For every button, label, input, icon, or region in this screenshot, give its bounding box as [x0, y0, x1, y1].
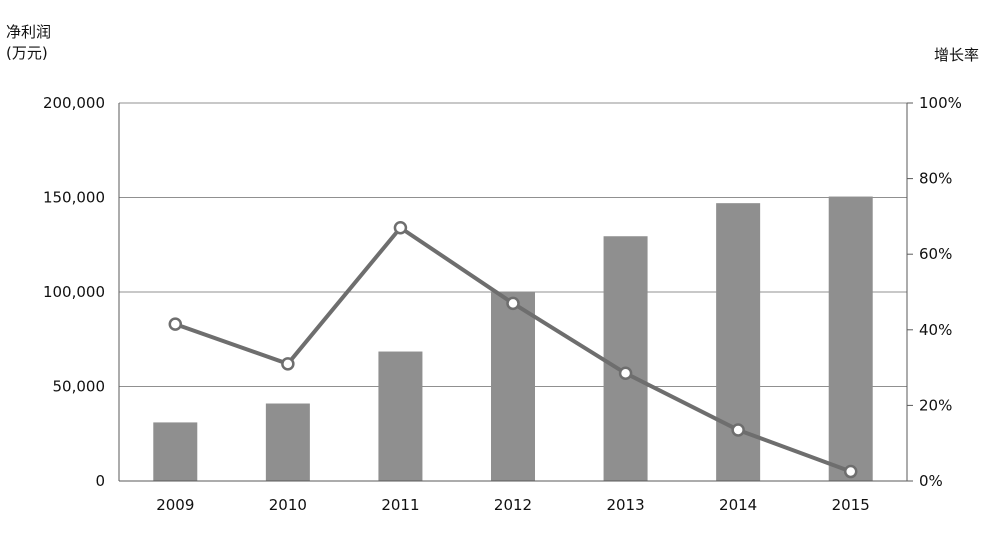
y2-tick-label: 40% — [919, 321, 952, 339]
bar — [378, 351, 423, 481]
growth-point — [393, 220, 408, 235]
y-axis-title-left: 净利润 (万元) — [6, 22, 51, 64]
x-tick-label: 2010 — [269, 496, 307, 514]
y-tick-label: 50,000 — [53, 378, 106, 396]
y-axis-title-line-2: (万元) — [6, 44, 48, 62]
growth-point — [506, 296, 520, 311]
bar — [153, 422, 198, 481]
y-tick-label: 0 — [95, 472, 105, 490]
growth-point — [281, 357, 295, 371]
bar — [491, 292, 535, 481]
y2-tick-label: 20% — [919, 396, 952, 414]
growth-point — [168, 317, 183, 331]
growth-point — [731, 423, 745, 437]
y2-tick-label: 0% — [919, 472, 943, 490]
y-axis-title-right: 增长率 — [934, 46, 980, 64]
y-tick-label: 100,000 — [43, 283, 105, 301]
growth-point — [618, 366, 633, 381]
bar — [716, 203, 761, 482]
y-axis-title-line-1: 净利润 — [6, 23, 52, 41]
bar — [828, 196, 873, 481]
y2-tick-label: 100% — [919, 94, 962, 112]
bar — [603, 236, 648, 481]
y2-tick-label: 60% — [919, 245, 952, 263]
x-tick-label: 2013 — [606, 496, 644, 514]
x-tick-label: 2015 — [832, 496, 870, 514]
growth-point — [843, 464, 858, 479]
x-tick-label: 2009 — [156, 496, 194, 514]
y2-tick-label: 80% — [919, 170, 952, 188]
x-tick-label: 2011 — [381, 496, 419, 514]
x-tick-label: 2012 — [494, 496, 532, 514]
y-tick-label: 150,000 — [43, 189, 105, 207]
y-tick-label: 200,000 — [43, 94, 105, 112]
bar — [265, 403, 310, 481]
x-tick-label: 2014 — [719, 496, 757, 514]
